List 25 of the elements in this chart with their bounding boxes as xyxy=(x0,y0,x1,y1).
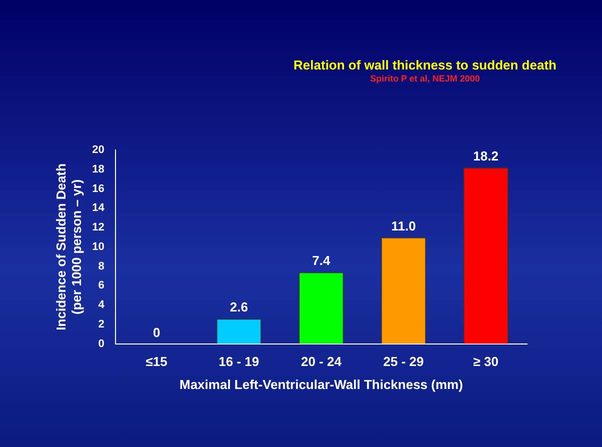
y-tick-label: 4 xyxy=(98,299,106,312)
data-label: 18.2 xyxy=(473,148,498,164)
y-tick-label: 10 xyxy=(92,240,104,253)
y-axis-title: Incidence of Sudden Death (per 1000 person – yr) xyxy=(53,163,84,330)
y-tick-label: 18 xyxy=(92,163,104,176)
chart-subtitle: Spirito P et al, NEJM 2000 xyxy=(370,73,480,84)
y-tick-label: 6 xyxy=(98,280,104,292)
y-tick-label: 8 xyxy=(98,260,104,272)
y-tick-label: 2 xyxy=(98,318,104,330)
x-tick-label: 20 - 24 xyxy=(300,354,342,370)
x-tick-label: ≥ 30 xyxy=(473,354,498,370)
y-tick-label: 16 xyxy=(92,182,104,195)
data-label: 2.6 xyxy=(230,300,248,315)
data-label: 7.4 xyxy=(312,253,332,268)
x-tick-label: ≤15 xyxy=(146,354,168,370)
y-tick-label: 12 xyxy=(92,222,104,234)
x-axis-title: Maximal Left-Ventricular-Wall Thickness (mm) xyxy=(180,376,463,392)
y-tick-label: 0 xyxy=(98,338,104,350)
y-tick-label: 20 xyxy=(92,144,104,156)
x-tick-label: 16 - 19 xyxy=(218,354,260,370)
data-label: 0 xyxy=(152,324,160,340)
x-tick-label: 25 - 29 xyxy=(383,354,424,370)
chart-title: Relation of wall thickness to sudden death xyxy=(294,58,557,73)
data-label: 11.0 xyxy=(391,218,416,234)
y-tick-label: 14 xyxy=(92,202,106,214)
